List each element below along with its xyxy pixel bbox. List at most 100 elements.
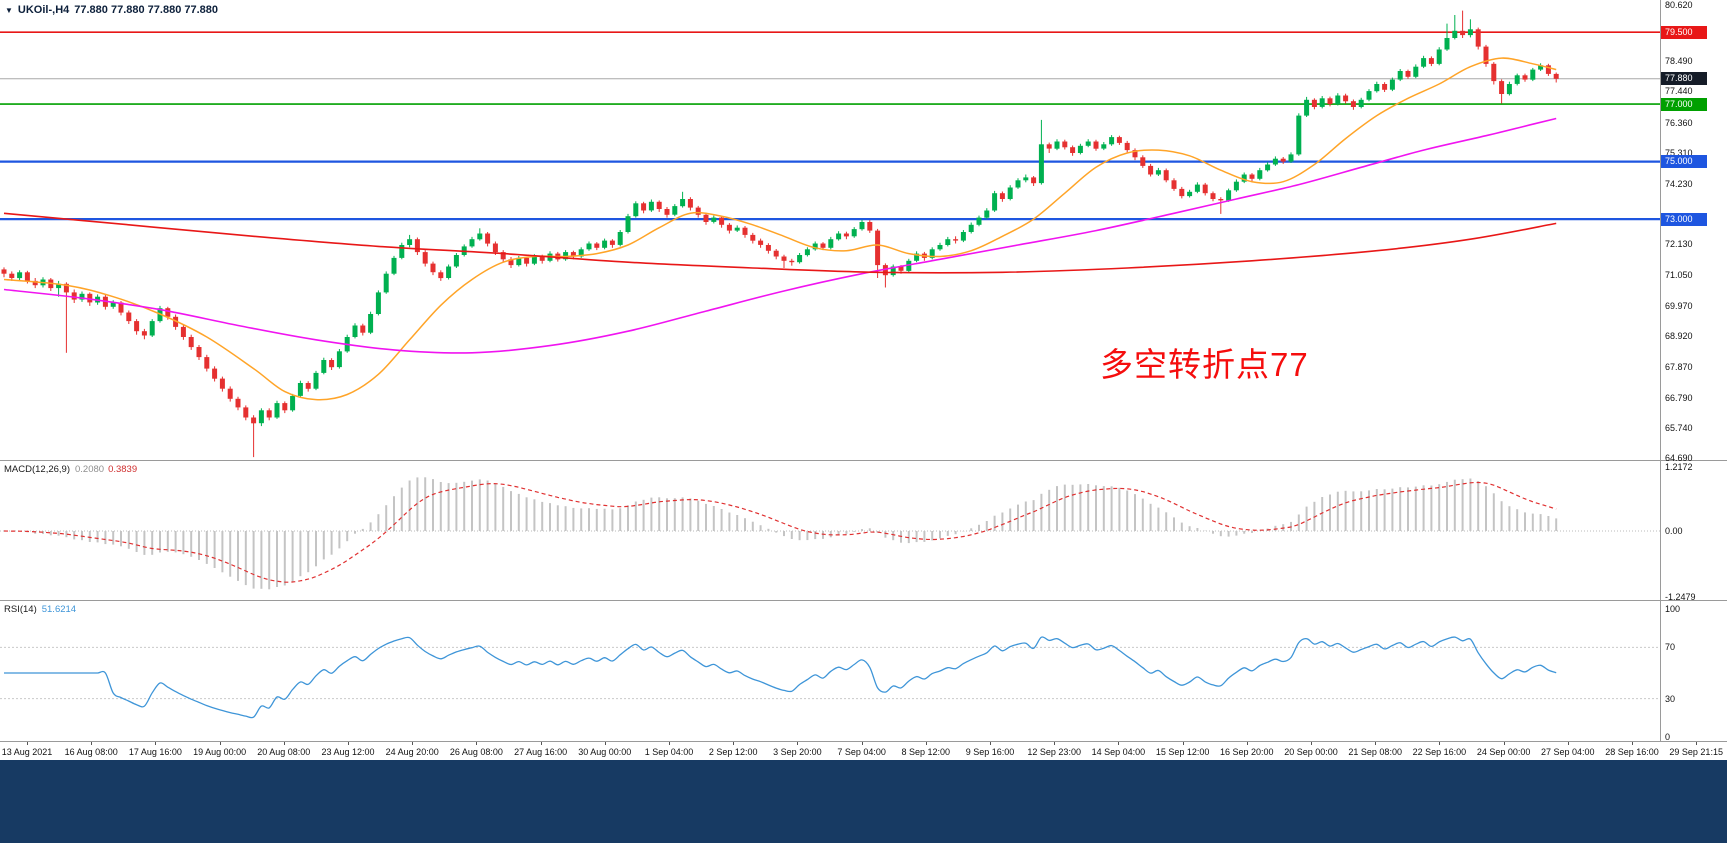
time-label: 9 Sep 16:00 <box>965 747 1015 757</box>
time-label: 19 Aug 00:00 <box>193 747 247 757</box>
ma-red-line <box>3 212 1557 274</box>
rsi-title: RSI(14) 51.6214 <box>4 604 76 615</box>
time-label: 17 Aug 16:00 <box>128 747 182 757</box>
time-label: 16 Aug 08:00 <box>64 747 118 757</box>
price-label: 75.310 <box>1665 147 1693 158</box>
price-label: 68.920 <box>1665 331 1693 342</box>
macd-value-main: 0.2080 <box>75 464 105 475</box>
price-badge: 75.000 <box>1661 155 1707 169</box>
time-tick <box>1567 742 1569 745</box>
time-tick <box>540 742 542 745</box>
ma-orange-line <box>3 57 1557 401</box>
time-label: 7 Sep 04:00 <box>837 747 886 757</box>
time-tick <box>1375 742 1377 745</box>
rsi-line <box>4 636 1557 719</box>
macd-signal-line <box>3 481 1557 583</box>
time-label: 16 Sep 20:00 <box>1220 747 1274 757</box>
time-label: 20 Sep 00:00 <box>1284 747 1338 757</box>
macd-axis-label: 0.00 <box>1665 526 1683 536</box>
macd-title: MACD(12,26,9) 0.2080 0.3839 <box>4 464 137 475</box>
time-label: 27 Sep 04:00 <box>1541 747 1595 757</box>
time-label: 20 Aug 08:00 <box>257 747 311 757</box>
time-tick <box>219 742 221 745</box>
panel-separator[interactable] <box>0 600 1727 601</box>
time-label: 1 Sep 04:00 <box>644 747 694 757</box>
chart-title: ▼ UKOil-,H4 77.880 77.880 77.880 77.880 <box>5 4 218 16</box>
time-tick <box>155 742 157 745</box>
macd-label: MACD(12,26,9) <box>4 464 70 475</box>
macd-axis-label: 1.2172 <box>1665 461 1693 472</box>
rsi-value: 51.6214 <box>41 604 77 615</box>
price-label: 72.130 <box>1665 239 1693 250</box>
time-label: 23 Aug 12:00 <box>321 747 375 757</box>
time-tick <box>669 742 670 745</box>
time-tick <box>1503 742 1505 745</box>
rsi-axis-label: 0 <box>1665 732 1671 742</box>
time-tick <box>27 742 28 745</box>
axis-separator <box>0 741 1727 742</box>
time-tick <box>1054 742 1056 745</box>
price-label: 64.690 <box>1665 453 1693 463</box>
price-label: 77.440 <box>1665 86 1693 97</box>
rsi-axis-label: 70 <box>1665 642 1676 653</box>
time-tick <box>1439 742 1441 745</box>
time-tick <box>283 742 285 745</box>
price-axis[interactable]: 80.620 78.490 77.440 76.360 75.310 74.230 72.1… <box>1661 0 1727 742</box>
macd-histogram <box>10 477 1558 590</box>
time-label: 21 Sep 08:00 <box>1348 747 1402 757</box>
time-tick <box>412 742 414 745</box>
time-tick <box>1696 742 1698 745</box>
time-label: 30 Aug 00:00 <box>578 747 632 757</box>
time-label: 14 Sep 04:00 <box>1091 747 1146 757</box>
rsi-axis-label: 100 <box>1665 604 1681 614</box>
time-tick <box>925 742 927 745</box>
price-label: 66.790 <box>1665 392 1693 403</box>
chart-symbol-title: UKOil-,H4 <box>17 4 70 16</box>
price-label: 76.360 <box>1665 117 1693 128</box>
ma-magenta-line <box>3 117 1557 354</box>
time-label: 24 Sep 00:00 <box>1476 747 1531 757</box>
price-badge: 79.500 <box>1661 25 1707 39</box>
time-tick <box>1118 742 1120 745</box>
time-label: 12 Sep 23:00 <box>1027 747 1081 757</box>
macd-value-signal: 0.3839 <box>108 464 138 475</box>
time-label: 3 Sep 20:00 <box>773 747 822 757</box>
rsi-axis-label: 30 <box>1665 693 1676 704</box>
candlesticks <box>1 10 1559 458</box>
time-label: 28 Sep 16:00 <box>1605 747 1659 757</box>
price-label: 74.230 <box>1665 178 1693 189</box>
time-tick <box>604 742 606 745</box>
price-badge: 73.000 <box>1661 212 1707 226</box>
time-tick <box>1246 742 1248 745</box>
time-label: 29 Sep 21:15 <box>1669 747 1723 757</box>
price-label: 65.740 <box>1665 422 1693 433</box>
price-badge: 77.880 <box>1661 72 1707 86</box>
time-tick <box>1182 742 1184 745</box>
time-tick <box>797 742 799 745</box>
time-label: 13 Aug 2021 <box>1 747 53 757</box>
time-label: 2 Sep 12:00 <box>708 747 758 757</box>
price-label: 69.970 <box>1665 301 1693 312</box>
price-axis-border <box>1660 0 1661 742</box>
time-tick <box>91 742 93 745</box>
time-tick <box>861 742 863 745</box>
time-tick <box>348 742 349 745</box>
window-marker-icon: ▼ <box>5 5 13 15</box>
price-label: 80.620 <box>1665 0 1693 10</box>
rsi-label: RSI(14) <box>4 604 37 615</box>
rsi-chart[interactable] <box>0 601 1660 741</box>
macd-axis-label: -1.2479 <box>1665 592 1696 603</box>
trend-annotation: 多空转折点77 <box>1100 346 1309 383</box>
price-label: 78.490 <box>1665 56 1693 67</box>
macd-chart[interactable] <box>0 461 1660 600</box>
time-tick <box>733 742 735 745</box>
time-tick <box>1632 742 1633 745</box>
time-label: 8 Sep 12:00 <box>901 747 951 757</box>
time-label: 27 Aug 16:00 <box>514 747 568 757</box>
candlestick-chart[interactable] <box>0 0 1660 460</box>
time-tick <box>1311 742 1312 745</box>
ohlc-readout: 77.880 77.880 77.880 77.880 <box>74 4 219 16</box>
time-axis[interactable]: 13 Aug 2021 16 Aug 08:00 17 Aug 16:00 19 Au… <box>0 742 1727 760</box>
panel-separator[interactable] <box>0 460 1727 461</box>
status-footer <box>0 760 1727 843</box>
